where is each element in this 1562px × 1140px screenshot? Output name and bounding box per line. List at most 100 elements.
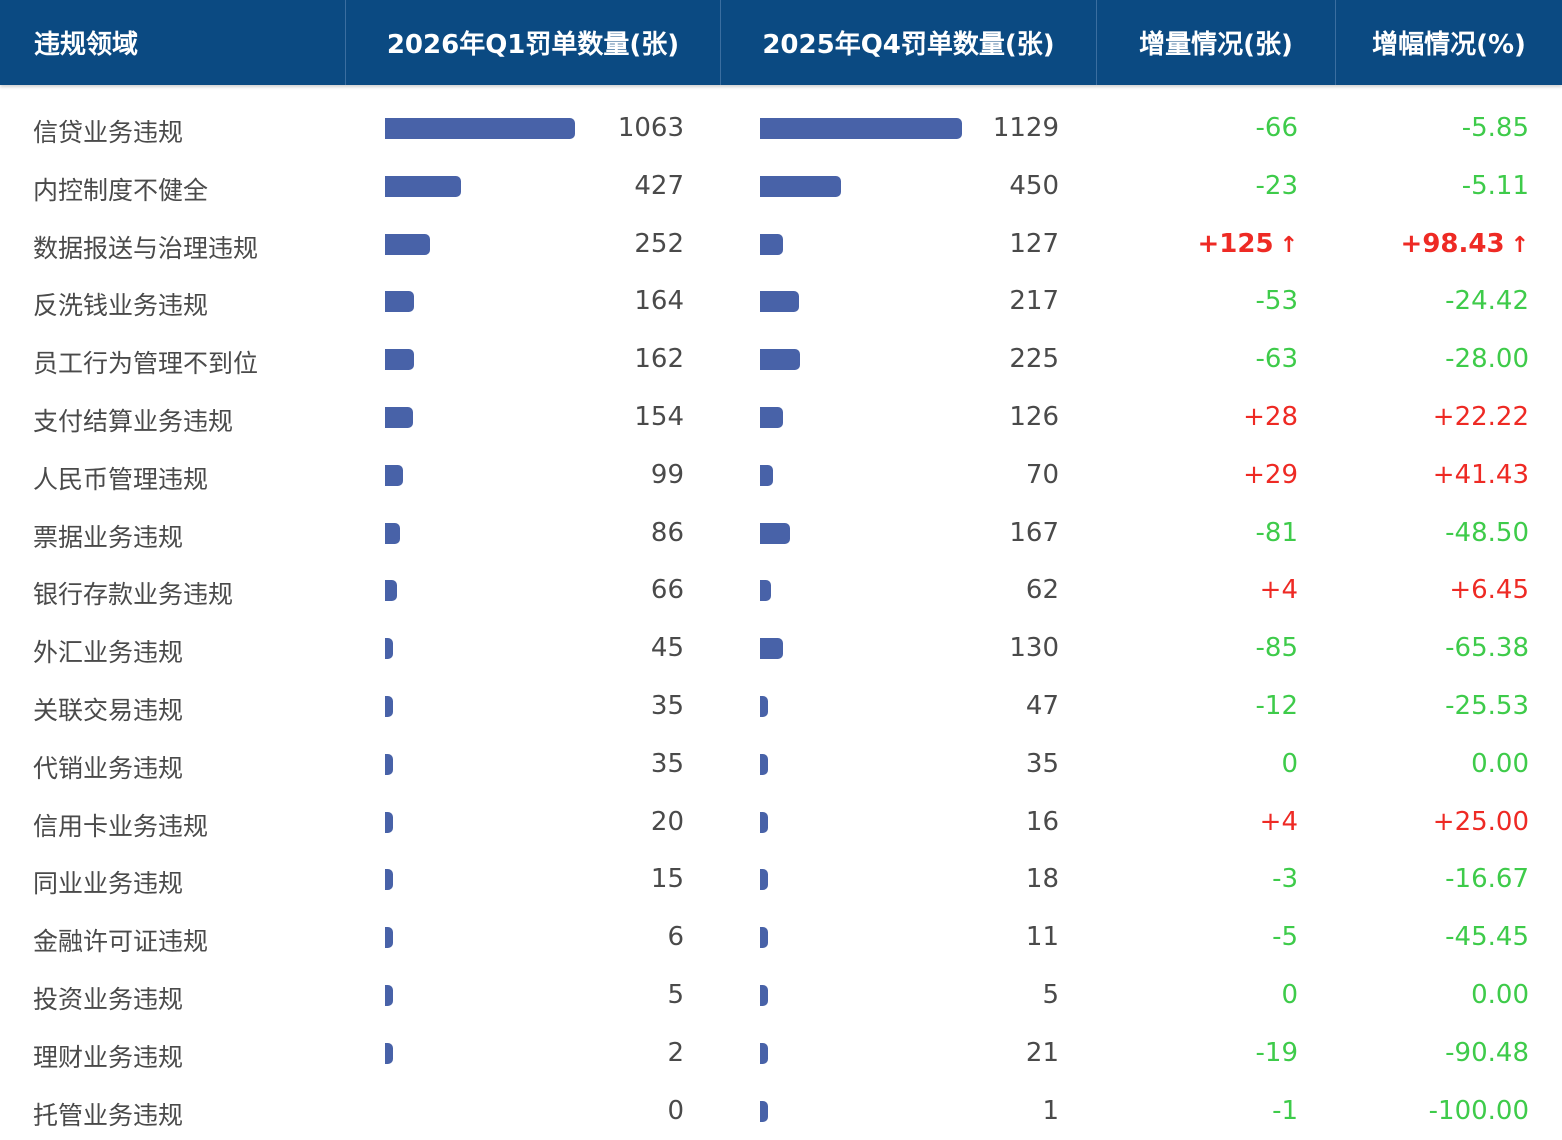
delta-value: -19 — [1138, 1038, 1298, 1068]
header-delta: 增量情况(张) — [1097, 0, 1336, 85]
q4-count: 127 — [1009, 228, 1059, 259]
header-q4-count: 2025年Q4罚单数量(张) — [721, 0, 1097, 85]
delta-text: -3 — [1272, 864, 1298, 895]
pct-value: -28.00 — [1349, 344, 1529, 374]
table-row: 内控制度不健全 427 450 -23 -5.11 — [0, 158, 1562, 216]
delta-value: +125 ↑ — [1138, 229, 1299, 259]
row-domain-name: 信贷业务违规 — [33, 118, 184, 147]
pct-value: 0.00 — [1349, 980, 1529, 1010]
q1-bar — [385, 695, 393, 717]
delta-value: +4 — [1138, 575, 1298, 605]
q4-count: 225 — [1009, 344, 1059, 375]
row-domain-name: 信用卡业务违规 — [33, 811, 209, 841]
pct-value: -48.50 — [1349, 518, 1529, 548]
q1-count: 252 — [634, 228, 684, 259]
row-domain-name: 员工行为管理不到位 — [33, 349, 259, 379]
pct-value: -45.45 — [1349, 922, 1529, 952]
delta-value: +29 — [1138, 460, 1298, 490]
delta-value: -53 — [1138, 286, 1298, 316]
row-domain-name: 金融许可证违规 — [33, 927, 209, 957]
pct-value: -5.85 — [1349, 113, 1529, 143]
delta-value: +4 — [1138, 807, 1298, 837]
delta-value: -81 — [1138, 518, 1298, 548]
q4-bar — [760, 291, 799, 313]
pct-value: +41.43 — [1349, 460, 1529, 490]
table-row: 同业业务违规 15 18 -3 -16.67 — [0, 851, 1562, 909]
pct-text: -45.45 — [1445, 922, 1529, 953]
pct-text: -5.85 — [1461, 113, 1529, 143]
q4-count: 1129 — [992, 113, 1059, 143]
row-domain-name: 关联交易违规 — [33, 695, 184, 725]
header-q1-count: 2026年Q1罚单数量(张) — [346, 0, 721, 85]
q1-count: 20 — [650, 806, 684, 837]
table-row: 数据报送与治理违规 252 127 +125 ↑ +98.43 ↑ — [0, 216, 1562, 274]
pct-text: +22.22 — [1432, 401, 1529, 432]
q1-bar — [385, 984, 393, 1006]
row-domain-name: 理财业务违规 — [33, 1042, 184, 1072]
table-body: 信贷业务违规 1063 1129 -66 -5.85 内控制度不健全 427 450 -23 -5… — [0, 100, 1562, 1140]
q4-bar — [760, 175, 841, 197]
q4-bar — [760, 522, 790, 544]
table-row: 关联交易违规 35 47 -12 -25.53 — [0, 678, 1562, 736]
q4-bar — [760, 233, 783, 255]
table-row: 银行存款业务违规 66 62 +4 +6.45 — [0, 562, 1562, 620]
q4-count: 18 — [1025, 864, 1059, 895]
q1-bar — [385, 811, 393, 833]
table-row: 理财业务违规 2 21 -19 -90.48 — [0, 1025, 1562, 1083]
table-row: 人民币管理违规 99 70 +29 +41.43 — [0, 447, 1562, 505]
delta-value: -66 — [1138, 113, 1298, 143]
delta-text: -85 — [1255, 633, 1298, 664]
pct-value: -25.53 — [1349, 691, 1529, 721]
q1-count: 2 — [667, 1037, 684, 1068]
pct-text: +6.45 — [1449, 575, 1529, 606]
row-domain-name: 代销业务违规 — [33, 753, 184, 783]
q1-count: 427 — [634, 170, 684, 201]
q1-bar — [385, 118, 576, 139]
delta-text: -23 — [1255, 170, 1298, 201]
pct-text: 0.00 — [1471, 748, 1529, 779]
q1-bar — [385, 464, 403, 486]
pct-text: -5.11 — [1461, 170, 1529, 201]
pct-text: +25.00 — [1432, 806, 1529, 837]
q4-count: 450 — [1009, 170, 1059, 201]
row-domain-name: 投资业务违规 — [33, 984, 184, 1014]
q1-bar — [385, 1042, 393, 1064]
q1-count: 5 — [667, 979, 684, 1010]
row-domain-name: 人民币管理违规 — [33, 464, 209, 494]
q4-count: 11 — [1025, 922, 1059, 953]
pct-text: -28.00 — [1445, 344, 1529, 375]
pct-value: +22.22 — [1349, 402, 1529, 432]
row-domain-name: 支付结算业务违规 — [33, 406, 234, 436]
table-header: 违规领域 2026年Q1罚单数量(张) 2025年Q4罚单数量(张) 增量情况(… — [0, 0, 1562, 85]
delta-value: -12 — [1138, 691, 1298, 721]
pct-text: 0.00 — [1471, 979, 1529, 1010]
q4-count: 167 — [1009, 517, 1059, 548]
pct-value: -100.00 — [1349, 1096, 1529, 1126]
pct-text: +98.43 — [1400, 228, 1505, 259]
pct-text: +41.43 — [1432, 459, 1529, 490]
header-pct: 增幅情况(%) — [1372, 30, 1526, 60]
delta-value: -1 — [1138, 1096, 1298, 1126]
q1-bar — [385, 291, 415, 313]
q4-count: 217 — [1009, 286, 1059, 317]
q4-count: 35 — [1025, 748, 1059, 779]
q4-bar — [760, 118, 962, 139]
q4-bar — [760, 984, 768, 1006]
pct-value: -16.67 — [1349, 864, 1529, 894]
delta-value: 0 — [1138, 980, 1298, 1010]
pct-value: +6.45 — [1349, 575, 1529, 605]
q1-count: 164 — [634, 286, 684, 317]
delta-text: +28 — [1243, 401, 1298, 432]
q1-count: 1063 — [617, 113, 684, 143]
q1-bar — [385, 580, 397, 602]
table-row: 信用卡业务违规 20 16 +4 +25.00 — [0, 794, 1562, 852]
q4-bar — [760, 464, 773, 486]
pct-value: 0.00 — [1349, 749, 1529, 779]
delta-text: -1 — [1272, 1095, 1298, 1126]
q1-count: 45 — [650, 633, 684, 664]
table-row: 外汇业务违规 45 130 -85 -65.38 — [0, 620, 1562, 678]
delta-text: -12 — [1255, 690, 1298, 721]
table-row: 反洗钱业务违规 164 217 -53 -24.42 — [0, 273, 1562, 331]
up-arrow-icon: ↑ — [1279, 232, 1298, 258]
row-domain-name: 票据业务违规 — [33, 522, 184, 552]
